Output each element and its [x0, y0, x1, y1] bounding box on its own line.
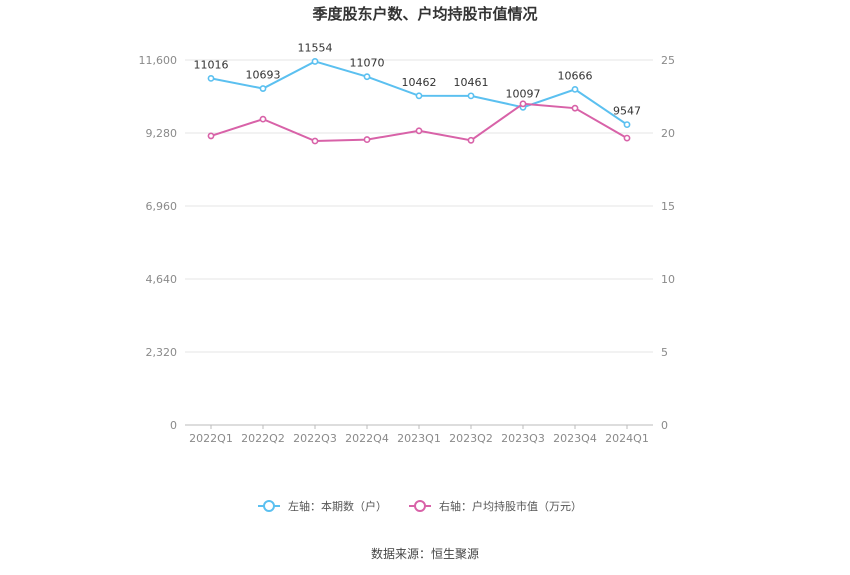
data-point	[519, 100, 527, 108]
right-tick-label: 25	[661, 54, 675, 67]
x-tick-label: 2023Q2	[449, 432, 493, 445]
data-point	[259, 115, 267, 123]
data-label: 10461	[454, 76, 489, 89]
x-tick-label: 2023Q4	[553, 432, 597, 445]
data-label: 10693	[246, 69, 281, 82]
legend-marker	[414, 500, 426, 512]
x-tick-label: 2023Q3	[501, 432, 545, 445]
x-tick-label: 2022Q2	[241, 432, 285, 445]
source-note: 数据来源：恒生聚源	[371, 546, 479, 561]
data-point	[415, 127, 423, 135]
data-point	[623, 134, 631, 142]
data-label: 9547	[613, 105, 641, 118]
data-point	[571, 85, 579, 93]
right-axis: 0 5 10 15 20 25	[661, 54, 675, 432]
data-label: 11070	[350, 57, 385, 70]
data-point	[363, 73, 371, 81]
left-tick-label: 2,320	[146, 346, 178, 359]
legend-item[interactable]: 左轴：本期数（户）	[258, 499, 387, 513]
left-axis: 0 2,320 4,640 6,960 9,280 11,600	[139, 54, 178, 432]
series-line	[210, 102, 628, 143]
data-point	[467, 92, 475, 100]
x-tick-label: 2022Q4	[345, 432, 389, 445]
data-point	[259, 85, 267, 92]
legend-item[interactable]: 右轴：户均持股市值（万元）	[409, 499, 582, 513]
right-tick-label: 15	[661, 200, 675, 213]
left-tick-label: 6,960	[146, 200, 178, 213]
data-label: 11554	[298, 41, 333, 54]
data-point	[207, 132, 215, 140]
x-tick-label: 2022Q3	[293, 432, 337, 445]
data-label: 10462	[402, 76, 437, 89]
x-tick-label: 2024Q1	[605, 432, 649, 445]
data-point	[207, 74, 215, 82]
data-label: 10097	[506, 87, 541, 100]
data-point	[571, 104, 579, 112]
legend-marker	[263, 500, 275, 512]
grid	[185, 59, 653, 426]
data-point	[415, 92, 423, 100]
right-tick-label: 20	[661, 127, 675, 140]
left-tick-label: 9,280	[146, 127, 178, 140]
left-tick-label: 11,600	[139, 54, 178, 67]
right-tick-label: 5	[661, 346, 668, 359]
data-point	[311, 58, 319, 65]
chart-title: 季度股东户数、户均持股市值情况	[312, 5, 537, 23]
x-tick-label: 2023Q1	[397, 432, 441, 445]
data-point	[623, 121, 631, 128]
data-point	[467, 136, 475, 144]
legend-label: 右轴：户均持股市值（万元）	[439, 499, 582, 513]
right-tick-label: 0	[661, 419, 668, 432]
legend[interactable]: 左轴：本期数（户） 右轴：户均持股市值（万元）	[258, 499, 582, 513]
series-layer: 11016 10693 11554 11070 10462 10461 10097 10666…	[194, 41, 641, 145]
data-label: 10666	[558, 69, 593, 82]
x-axis: 2022Q1 2022Q2 2022Q3 2022Q4 2023Q1 2023Q2 2023…	[189, 425, 649, 445]
legend-label: 左轴：本期数（户）	[288, 499, 387, 513]
x-tick-label: 2022Q1	[189, 432, 233, 445]
left-tick-label: 4,640	[146, 273, 178, 286]
data-point	[363, 136, 371, 143]
left-tick-label: 0	[170, 419, 177, 432]
data-label: 11016	[194, 58, 229, 71]
right-tick-label: 10	[661, 273, 675, 286]
data-point	[311, 137, 319, 145]
